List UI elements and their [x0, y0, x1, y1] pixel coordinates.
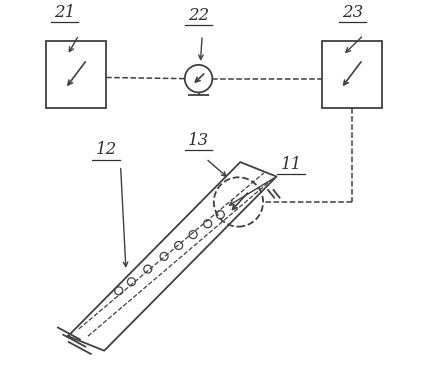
Text: 23: 23 — [342, 4, 363, 21]
Text: 12: 12 — [95, 141, 117, 159]
Text: 11: 11 — [281, 156, 302, 173]
Text: 21: 21 — [54, 4, 75, 21]
Text: 13: 13 — [188, 132, 209, 149]
Bar — [322, 41, 382, 108]
Text: 22: 22 — [188, 7, 209, 24]
Bar — [46, 41, 106, 108]
